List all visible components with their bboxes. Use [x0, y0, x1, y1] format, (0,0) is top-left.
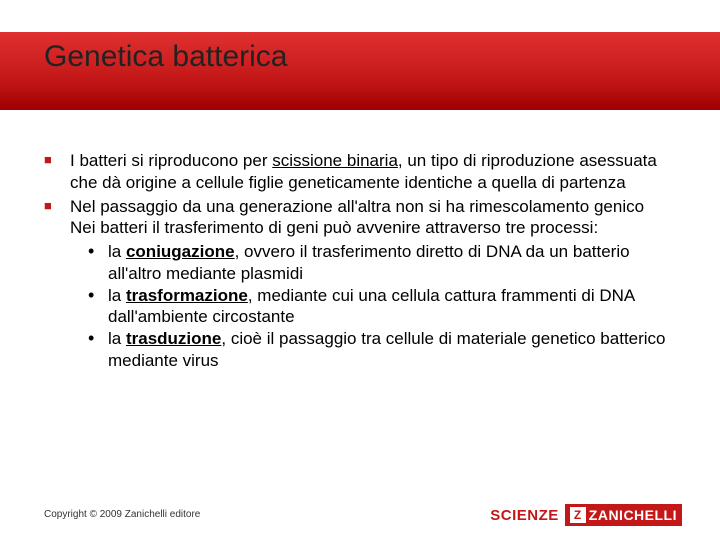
- logo-name: ZANICHELLI: [589, 507, 677, 523]
- slide-title: Genetica batterica: [44, 40, 287, 74]
- logo-z-icon: Z: [570, 507, 586, 523]
- sub-3: la trasduzione, cioè il passaggio tra ce…: [82, 328, 676, 372]
- bullet-1-pre: I batteri si riproducono per: [70, 151, 272, 170]
- sub-2-pre: la: [108, 286, 126, 305]
- bullet-2: Nel passaggio da una generazione all'alt…: [44, 196, 676, 372]
- logo-zanichelli: Z ZANICHELLI: [565, 504, 682, 526]
- bullet-1: I batteri si riproducono per scissione b…: [44, 150, 676, 194]
- sub-2: la trasformazione, mediante cui una cell…: [82, 285, 676, 329]
- sub-1: la coniugazione, ovvero il trasferimento…: [82, 241, 676, 285]
- content-area: I batteri si riproducono per scissione b…: [44, 150, 676, 374]
- bullet-2a: Nel passaggio da una generazione all'alt…: [70, 197, 644, 216]
- main-list: I batteri si riproducono per scissione b…: [44, 150, 676, 372]
- sub-3-pre: la: [108, 329, 126, 348]
- copyright-text: Copyright © 2009 Zanichelli editore: [44, 509, 200, 520]
- sub-2-term: trasformazione: [126, 286, 248, 305]
- sub-1-pre: la: [108, 242, 126, 261]
- sub-list: la coniugazione, ovvero il trasferimento…: [70, 241, 676, 372]
- publisher-logo: SCIENZE Z ZANICHELLI: [490, 504, 682, 526]
- bullet-1-link: scissione binaria: [272, 151, 398, 170]
- sub-3-term: trasduzione: [126, 329, 221, 348]
- bullet-2b: Nei batteri il trasferimento di geni può…: [70, 217, 676, 239]
- logo-scienze: SCIENZE: [490, 507, 559, 524]
- sub-1-term: coniugazione: [126, 242, 235, 261]
